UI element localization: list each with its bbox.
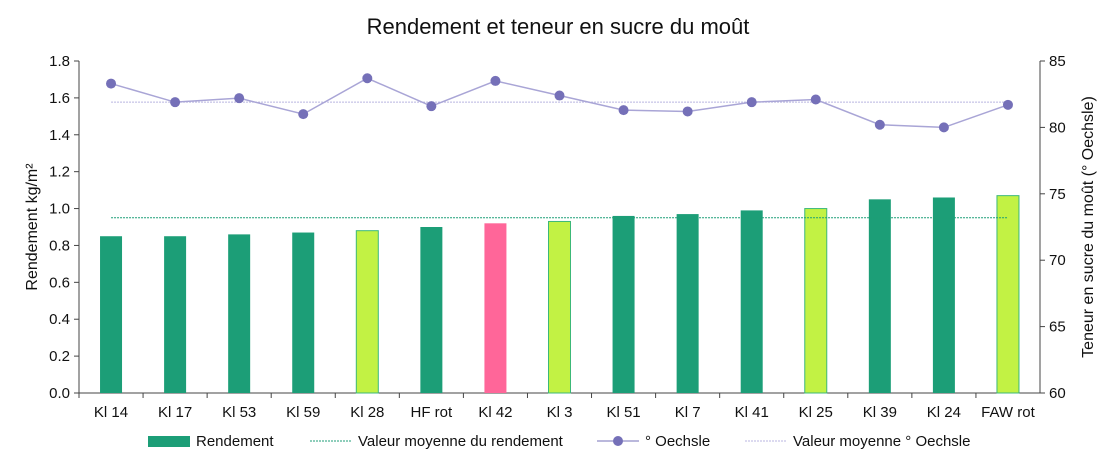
bar-faw-rot bbox=[996, 195, 1020, 394]
x-tick-label: Kl 7 bbox=[675, 404, 701, 421]
oechsle-point bbox=[234, 93, 245, 104]
x-tick-label: Kl 25 bbox=[799, 404, 833, 421]
y-axis-label: Rendement kg/m² bbox=[24, 163, 41, 291]
x-tick-label: Kl 42 bbox=[478, 404, 512, 421]
bar-kl-7 bbox=[676, 214, 699, 393]
y-tick-label: 0.0 bbox=[49, 385, 70, 402]
x-tick-label: Kl 24 bbox=[927, 404, 961, 421]
oechsle-line bbox=[110, 77, 1009, 129]
bar-kl-42 bbox=[484, 223, 507, 393]
bar-kl-3 bbox=[548, 220, 571, 394]
x-tick-label: Kl 51 bbox=[606, 404, 640, 421]
oechsle-point bbox=[618, 105, 629, 116]
oechsle-point bbox=[490, 75, 501, 86]
x-tick-label: Kl 41 bbox=[735, 404, 769, 421]
oechsle-point bbox=[554, 90, 565, 101]
y-tick-label: 1.6 bbox=[49, 90, 70, 107]
y-tick-label: 1.4 bbox=[49, 127, 70, 144]
y2-tick-label: 60 bbox=[1049, 385, 1066, 402]
y-tick-label: 1.0 bbox=[49, 201, 70, 218]
y-tick-label: 0.4 bbox=[49, 311, 70, 328]
legend-label: Valeur moyenne ° Oechsle bbox=[793, 433, 970, 450]
bar-kl-17 bbox=[164, 236, 187, 393]
oechsle-point bbox=[106, 78, 117, 89]
oechsle-point bbox=[170, 97, 181, 108]
y-tick-label: 0.2 bbox=[49, 348, 70, 365]
y-tick-label: 1.2 bbox=[49, 164, 70, 181]
x-tick-label: Kl 14 bbox=[94, 404, 128, 421]
y-tick-label: 1.8 bbox=[49, 53, 70, 70]
legend-label: ° Oechsle bbox=[645, 433, 710, 450]
oechsle-point bbox=[746, 97, 757, 108]
y2-tick-label: 80 bbox=[1049, 119, 1066, 136]
y2-tick-label: 65 bbox=[1049, 319, 1066, 336]
x-tick-label: Kl 28 bbox=[350, 404, 384, 421]
bar-kl-53 bbox=[228, 234, 251, 393]
oechsle-point bbox=[1002, 99, 1013, 110]
bar-kl-59 bbox=[292, 232, 315, 393]
x-tick-label: Kl 39 bbox=[863, 404, 897, 421]
x-tick-label: Kl 17 bbox=[158, 404, 192, 421]
oechsle-point bbox=[874, 119, 885, 130]
y2-axis-label: Teneur en sucre du moût (° Oechsle) bbox=[1080, 96, 1097, 358]
bar-kl-39 bbox=[868, 199, 891, 393]
bar-kl-25 bbox=[804, 208, 828, 394]
oechsle-point bbox=[810, 94, 821, 105]
bar-kl-24 bbox=[932, 197, 955, 393]
x-tick-label: HF rot bbox=[411, 404, 454, 421]
bar-kl-51 bbox=[612, 215, 635, 393]
oechsle-point bbox=[426, 101, 437, 112]
y-tick-label: 0.6 bbox=[49, 274, 70, 291]
legend-marker-oechsle bbox=[613, 436, 623, 446]
x-tick-label: Kl 59 bbox=[286, 404, 320, 421]
y2-tick-label: 85 bbox=[1049, 53, 1066, 70]
x-tick-label: FAW rot bbox=[981, 404, 1035, 421]
legend-label: Valeur moyenne du rendement bbox=[358, 433, 564, 450]
bar-kl-14 bbox=[100, 236, 123, 393]
bar-kl-28 bbox=[355, 230, 379, 394]
oechsle-point bbox=[362, 73, 373, 84]
oechsle-point bbox=[298, 109, 309, 120]
y2-tick-label: 75 bbox=[1049, 186, 1066, 203]
bar-kl-41 bbox=[740, 210, 763, 393]
bar-hf-rot bbox=[420, 227, 443, 393]
y2-tick-label: 70 bbox=[1049, 252, 1066, 269]
oechsle-point bbox=[938, 122, 949, 133]
chart-title: Rendement et teneur en sucre du moût bbox=[367, 14, 750, 39]
x-tick-label: Kl 53 bbox=[222, 404, 256, 421]
y-tick-label: 0.8 bbox=[49, 237, 70, 254]
legend-label: Rendement bbox=[196, 433, 274, 450]
x-tick-label: Kl 3 bbox=[547, 404, 573, 421]
legend-swatch-rendement bbox=[148, 436, 190, 447]
legend: Rendement Valeur moyenne du rendement ° … bbox=[148, 433, 970, 450]
oechsle-point bbox=[682, 106, 693, 117]
